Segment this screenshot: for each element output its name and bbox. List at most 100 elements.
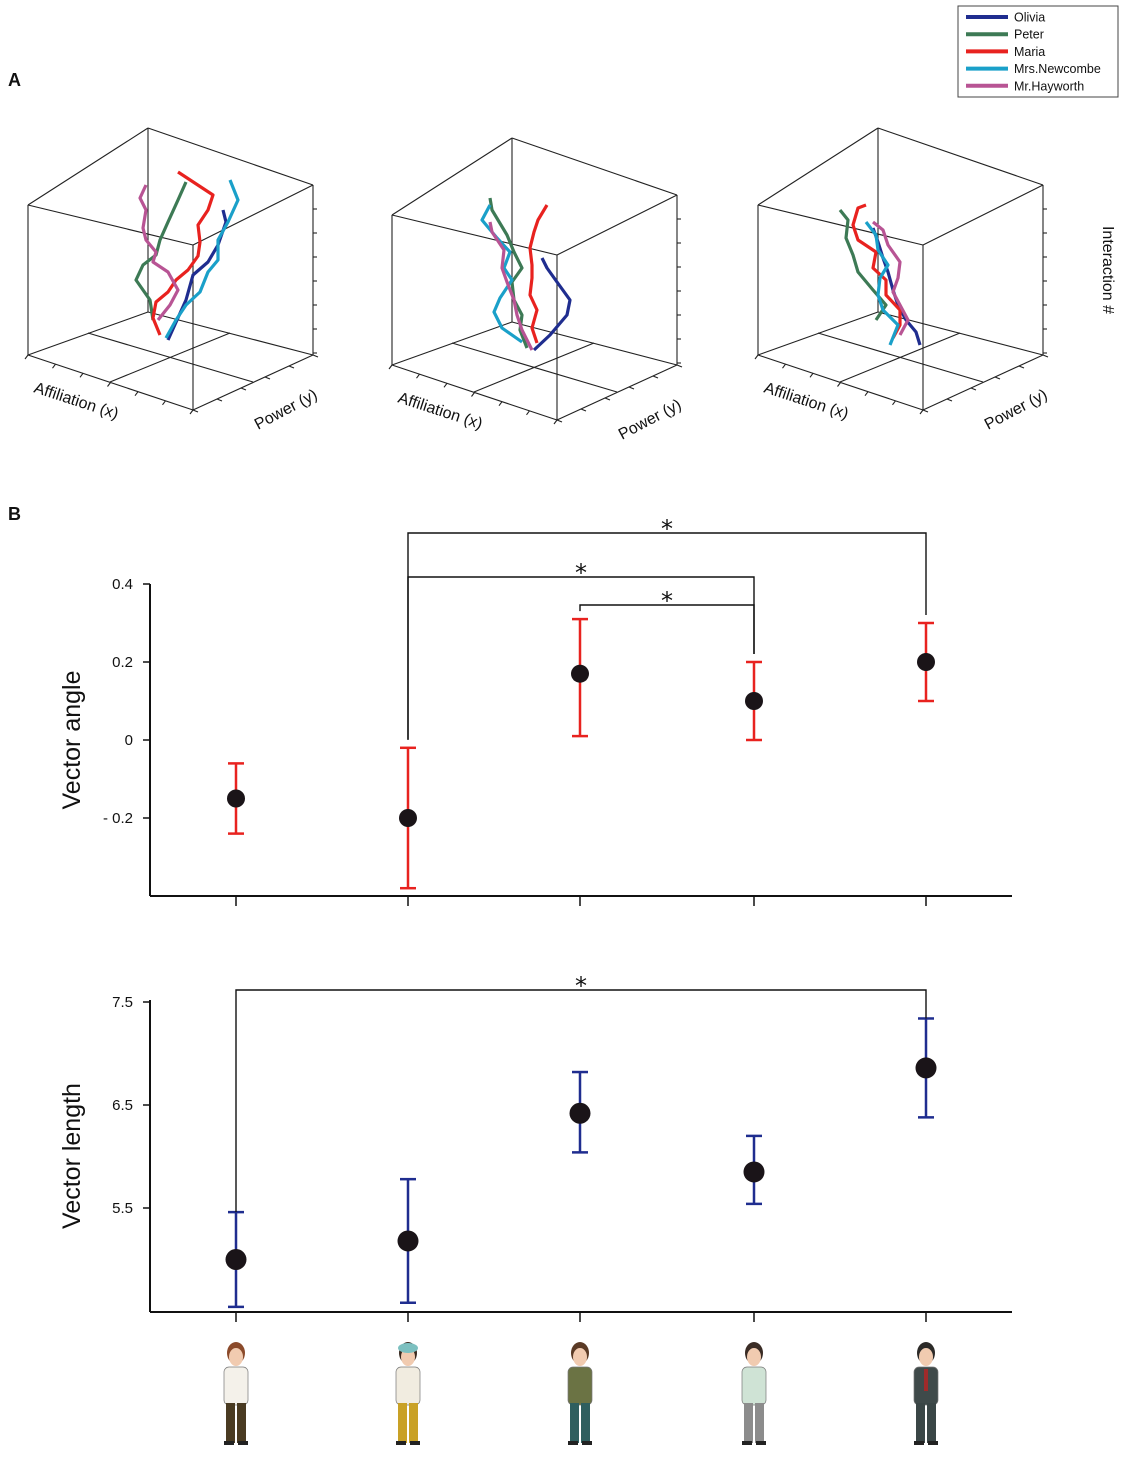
y-tick-label: 0 xyxy=(125,732,133,749)
power-axis-label: Power (y) xyxy=(616,396,684,443)
legend-label-1: Olivia xyxy=(1014,11,1045,25)
trajectory-peter xyxy=(838,209,888,321)
3d-box-edge xyxy=(556,194,678,256)
3d-tick xyxy=(946,398,953,402)
significance-bracket xyxy=(235,989,927,1213)
legend-label-5: Mr.Hayworth xyxy=(1014,79,1084,93)
3d-tick xyxy=(837,382,841,387)
3d-floor-gridline xyxy=(473,342,595,393)
character-3 xyxy=(567,1342,593,1445)
character-torso xyxy=(223,1366,249,1406)
3d-floor-gridline xyxy=(839,332,961,383)
y-axis-title: Vector angle xyxy=(58,671,86,810)
character-left-shoe xyxy=(568,1441,578,1445)
3d-tick xyxy=(652,375,659,379)
legend-items: Olivia Peter Maria Mrs.Newcombe Mr.Hayworth xyxy=(966,11,1101,93)
character-right-leg xyxy=(755,1403,764,1443)
significance-star: * xyxy=(661,515,673,543)
significance-star: * xyxy=(575,972,587,1000)
3d-tick xyxy=(1018,365,1025,369)
3d-tick xyxy=(471,392,475,397)
3d-box-edge xyxy=(27,204,194,246)
3d-tick xyxy=(216,398,223,402)
3d-box-edge xyxy=(27,127,149,206)
character-right-shoe xyxy=(756,1441,766,1445)
3d-tick xyxy=(553,419,558,425)
character-right-shoe xyxy=(582,1441,592,1445)
character-torso xyxy=(741,1366,767,1406)
3d-plot-3: Affiliation (x) Power (y) xyxy=(754,127,1050,434)
character-face xyxy=(747,1348,761,1366)
3d-floor-gridline xyxy=(109,332,231,383)
data-point xyxy=(917,653,935,671)
3d-tick xyxy=(864,391,869,396)
vector-length-chart: 7.5 6.5 5.5 Vector length * xyxy=(58,972,1012,1322)
3d-tick xyxy=(79,373,84,378)
3d-tick xyxy=(556,419,563,423)
y-tick-label: 0.4 xyxy=(112,576,133,593)
data-point xyxy=(399,809,417,827)
3d-tick xyxy=(107,382,111,387)
trajectory-mrs-newcombe xyxy=(480,204,523,344)
trajectory-mr-hayworth xyxy=(872,220,910,336)
character-right-shoe xyxy=(928,1441,938,1445)
trajectory-maria xyxy=(851,203,902,339)
3d-tick xyxy=(628,386,635,390)
3d-tick xyxy=(388,364,393,370)
character-left-leg xyxy=(226,1403,235,1443)
data-point xyxy=(745,692,763,710)
3d-box-edge xyxy=(147,127,314,186)
character-figures xyxy=(223,1342,939,1445)
character-5 xyxy=(913,1342,939,1445)
character-torso xyxy=(567,1366,593,1406)
character-torso xyxy=(395,1366,421,1406)
3d-tick xyxy=(416,373,420,379)
panel-b-label: B xyxy=(8,504,21,524)
y-tick-label: 5.5 xyxy=(112,1200,133,1217)
significance-star: * xyxy=(661,587,673,615)
character-1 xyxy=(223,1342,249,1445)
3d-tick xyxy=(443,383,448,388)
panel-a-3d-plots: Affiliation (x) Power (y) Affiliation (x) P… xyxy=(24,127,1050,444)
3d-plot-2: Affiliation (x) Power (y) xyxy=(388,137,684,444)
legend: Olivia Peter Maria Mrs.Newcombe Mr.Hayworth xyxy=(957,5,1119,98)
3d-tick xyxy=(1042,354,1049,358)
character-face xyxy=(573,1348,587,1366)
3d-tick xyxy=(580,408,587,412)
data-point xyxy=(397,1230,419,1252)
character-right-leg xyxy=(409,1403,418,1443)
3d-tick xyxy=(754,354,759,360)
3d-tick xyxy=(604,397,611,401)
power-axis-label: Power (y) xyxy=(252,386,320,433)
character-face xyxy=(919,1348,933,1366)
character-right-leg xyxy=(237,1403,246,1443)
character-left-leg xyxy=(570,1403,579,1443)
3d-tick xyxy=(134,391,139,396)
3d-tick xyxy=(162,400,166,406)
data-point xyxy=(915,1057,937,1079)
3d-box-edge xyxy=(192,354,314,411)
3d-tick xyxy=(919,409,924,415)
data-point xyxy=(569,1102,591,1124)
3d-box-edge xyxy=(511,137,678,196)
3d-box-edge xyxy=(391,137,513,216)
3d-box-edge xyxy=(757,127,879,206)
3d-tick xyxy=(970,387,977,391)
character-4 xyxy=(741,1342,767,1445)
character-tie xyxy=(924,1369,928,1391)
3d-box-edge xyxy=(877,127,1044,186)
legend-label-3: Maria xyxy=(1014,45,1045,59)
trajectory-mrs-newcombe xyxy=(164,179,240,339)
character-right-leg xyxy=(581,1403,590,1443)
data-point xyxy=(225,1249,247,1270)
3d-plot-1: Affiliation (x) Power (y) xyxy=(24,127,320,434)
3d-tick xyxy=(264,376,271,380)
3d-tick xyxy=(240,387,247,391)
3d-box-edge xyxy=(757,204,924,246)
panel-a-label: A xyxy=(8,70,21,90)
character-left-shoe xyxy=(742,1441,752,1445)
3d-tick xyxy=(24,354,29,360)
interaction-axis-label: Interaction # xyxy=(1099,226,1116,314)
trajectory-mrs-newcombe xyxy=(864,221,900,346)
3d-tick xyxy=(526,410,530,416)
